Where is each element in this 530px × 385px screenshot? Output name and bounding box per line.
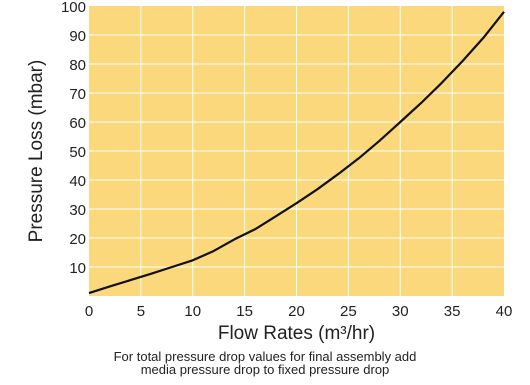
y-tick-label: 90 (69, 28, 86, 45)
y-tick-label: 70 (69, 86, 86, 103)
x-tick-label: 0 (85, 303, 93, 320)
y-tick-label: 30 (69, 202, 86, 219)
x-tick-label: 15 (236, 303, 253, 320)
y-tick-label: 50 (69, 144, 86, 161)
x-tick-label: 5 (137, 303, 145, 320)
x-tick-label: 35 (444, 303, 461, 320)
y-tick-label: 100 (61, 0, 86, 16)
y-axis-title: Pressure Loss (mbar) (26, 60, 47, 243)
x-tick-label: 20 (288, 303, 305, 320)
x-axis-title: Flow Rates (m³/hr) (218, 323, 375, 344)
y-tick-label: 10 (69, 260, 86, 277)
x-tick-label: 30 (392, 303, 409, 320)
x-tick-label: 25 (340, 303, 357, 320)
pressure-loss-curve (88, 11, 505, 295)
gridlines (89, 6, 504, 296)
footnote-line-1: For total pressure drop values for final… (113, 349, 417, 364)
y-tick-label: 80 (69, 57, 86, 74)
y-tick-label: 60 (69, 115, 86, 132)
x-tick-label: 10 (184, 303, 201, 320)
footnote-line-2: media pressure drop to fixed pressure dr… (140, 362, 390, 377)
y-tick-label: 40 (69, 173, 86, 190)
tick-labels: 0 5 10 15 20 25 30 35 40 10 20 30 40 50 60 70 80 90 100 (61, 0, 512, 320)
y-tick-label: 20 (69, 231, 86, 248)
x-tick-label: 40 (496, 303, 513, 320)
